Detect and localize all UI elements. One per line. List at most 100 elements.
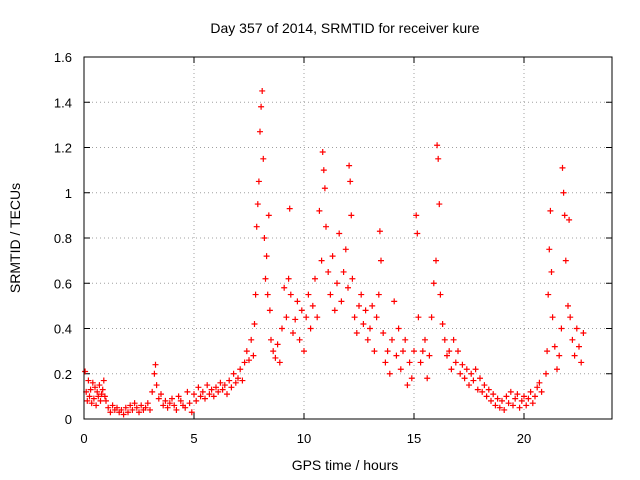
- data-point: [576, 343, 582, 350]
- data-point: [219, 386, 226, 393]
- data-point: [323, 223, 329, 230]
- data-point: [485, 386, 492, 393]
- data-point: [226, 377, 233, 384]
- data-point: [307, 325, 314, 332]
- data-point: [373, 314, 380, 321]
- data-point: [88, 400, 95, 407]
- data-point: [507, 388, 514, 395]
- data-point: [400, 348, 406, 355]
- data-point: [177, 397, 184, 404]
- data-point: [474, 386, 481, 393]
- data-point: [316, 207, 323, 214]
- data-point: [188, 409, 195, 416]
- data-point: [186, 400, 193, 407]
- data-point: [103, 397, 109, 404]
- data-point: [263, 253, 270, 260]
- data-point: [402, 336, 409, 343]
- data-point: [262, 275, 269, 282]
- data-point: [173, 406, 180, 413]
- data-point: [514, 391, 521, 398]
- y-tick-label: 0.6: [54, 276, 72, 291]
- data-point: [131, 400, 138, 407]
- data-point: [562, 257, 569, 264]
- data-point: [228, 384, 235, 391]
- data-point: [415, 314, 422, 321]
- data-point: [248, 336, 255, 343]
- data-point: [338, 298, 345, 305]
- chart-title: Day 357 of 2014, SRMTID for receiver kur…: [210, 20, 479, 36]
- data-point: [360, 320, 367, 327]
- data-point: [261, 235, 268, 241]
- data-point: [138, 402, 145, 409]
- data-point: [351, 314, 358, 321]
- data-point: [133, 404, 140, 411]
- data-point: [294, 298, 301, 305]
- data-point: [82, 368, 89, 375]
- data-point: [100, 377, 107, 384]
- data-point: [466, 382, 472, 389]
- data-point: [382, 359, 389, 366]
- data-point: [239, 377, 246, 384]
- data-point: [554, 366, 560, 373]
- data-point: [331, 307, 338, 314]
- data-point: [286, 205, 293, 212]
- data-point: [386, 370, 393, 377]
- data-point: [230, 370, 237, 377]
- data-point: [93, 402, 100, 409]
- data-point: [536, 379, 543, 386]
- data-point: [452, 359, 459, 366]
- tick-labels: 0 0.2 0.4 0.6 0.8 1 1.2 1.4 1.6 0 5 10 15 20: [54, 50, 531, 446]
- data-point: [95, 393, 102, 400]
- y-tick-label: 1.6: [54, 50, 72, 65]
- data-point: [312, 275, 318, 282]
- data-point: [125, 409, 131, 416]
- data-point: [182, 404, 189, 411]
- data-point: [518, 397, 525, 404]
- data-point: [118, 406, 125, 413]
- data-point: [142, 404, 149, 411]
- data-point: [94, 388, 101, 395]
- data-point: [303, 314, 310, 321]
- data-point: [87, 386, 94, 393]
- data-point: [417, 359, 424, 366]
- data-point: [204, 382, 211, 389]
- data-point: [501, 406, 508, 413]
- data-point: [560, 189, 567, 196]
- data-point: [109, 402, 116, 409]
- data-point: [565, 302, 571, 309]
- data-point: [251, 320, 258, 327]
- data-point: [424, 375, 431, 382]
- data-point: [413, 212, 420, 219]
- data-point: [393, 352, 400, 359]
- data-point: [195, 384, 202, 391]
- grid: [84, 57, 612, 419]
- data-point: [437, 291, 444, 298]
- data-point: [561, 212, 568, 219]
- data-point: [217, 379, 224, 386]
- data-point: [213, 384, 219, 391]
- data-point: [260, 155, 267, 162]
- data-point: [503, 393, 510, 400]
- data-point: [221, 382, 228, 389]
- data-point: [345, 284, 351, 291]
- data-point: [348, 212, 355, 219]
- data-point: [86, 393, 93, 400]
- data-point: [290, 330, 296, 337]
- y-tick-label: 0.2: [54, 367, 72, 382]
- y-tick-label: 1.4: [54, 95, 72, 110]
- data-point: [129, 406, 136, 413]
- data-point: [158, 391, 164, 398]
- data-point: [488, 397, 494, 404]
- data-point: [252, 291, 259, 298]
- data-point: [376, 228, 383, 235]
- data-point: [336, 230, 343, 237]
- data-point: [84, 397, 91, 404]
- data-point: [349, 275, 356, 282]
- data-point: [152, 361, 159, 368]
- data-point: [375, 291, 382, 298]
- x-tick-label: 15: [407, 431, 421, 446]
- data-point: [523, 402, 530, 409]
- data-point: [265, 212, 272, 219]
- data-point: [559, 164, 566, 171]
